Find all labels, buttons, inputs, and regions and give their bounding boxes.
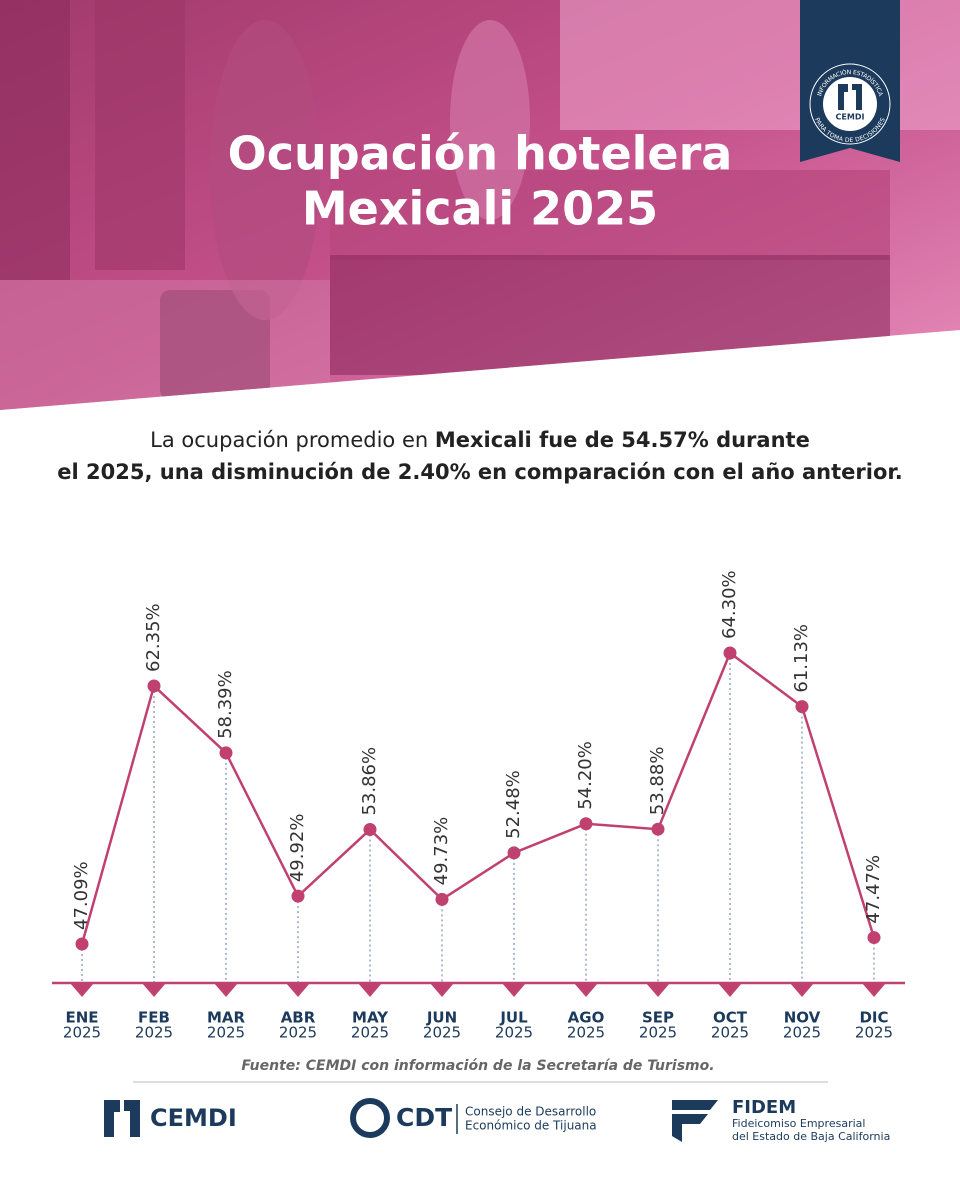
source: Fuente: CEMDI con información de la Secr…: [241, 1058, 714, 1074]
x-marker: [790, 983, 814, 997]
summary-regular: La ocupación promedio en: [150, 428, 435, 452]
x-tick-label: AGO: [568, 1009, 605, 1027]
data-point: [363, 823, 377, 837]
x-tick-sublabel: 2025: [639, 1024, 677, 1042]
title-line: Ocupación hotelera: [228, 127, 733, 181]
x-tick-sublabel: 2025: [783, 1024, 821, 1042]
line-chart: 47.09% 62.35% 58.39% 49.92% 53.86% 49.73% 52.4…: [52, 570, 905, 1042]
data-point: [651, 822, 665, 836]
x-marker: [286, 983, 310, 997]
value-label: 47.47%: [863, 855, 884, 924]
value-label: 62.35%: [143, 603, 164, 672]
fidem-desc: Fideicomiso Empresarial: [732, 1117, 865, 1130]
cdt-logo: CDT Consejo de Desarrollo Económico de T…: [350, 1098, 597, 1138]
x-tick-sublabel: 2025: [351, 1024, 389, 1042]
x-marker: [574, 983, 598, 997]
value-label: 53.86%: [359, 747, 380, 816]
x-marker: [214, 983, 238, 997]
x-tick-sublabel: 2025: [135, 1024, 173, 1042]
data-line: [80, 651, 876, 945]
value-label: 61.13%: [791, 624, 812, 693]
data-point: [867, 931, 881, 945]
summary-line: el 2025, una disminución de 2.40% en com…: [57, 460, 902, 484]
x-tick-label: JUN: [426, 1009, 457, 1027]
data-point: [75, 937, 89, 951]
data-point: [723, 646, 737, 660]
x-marker: [430, 983, 454, 997]
x-tick-sublabel: 2025: [711, 1024, 749, 1042]
value-label: 64.30%: [719, 570, 740, 639]
summary-bold: Mexicali fue de 54.57% durante: [435, 428, 810, 452]
x-tick-sublabel: 2025: [63, 1024, 101, 1042]
title-line: Mexicali 2025: [302, 182, 658, 236]
data-point: [507, 846, 521, 860]
cemdi-logo: CEMDI: [104, 1100, 237, 1137]
x-marker: [502, 983, 526, 997]
data-point: [291, 889, 305, 903]
cdt-name: CDT: [396, 1103, 452, 1132]
x-marker: [862, 983, 886, 997]
fidem-logo: FIDEM Fideicomiso Empresarial del Estado…: [672, 1097, 890, 1143]
x-tick-label: SEP: [642, 1009, 674, 1027]
summary-line: La ocupación promedio en Mexicali fue de…: [150, 428, 810, 452]
value-label: 58.39%: [215, 670, 236, 739]
data-point: [435, 892, 449, 906]
cemdi-badge: INFORMACIÓN ESTADÍSTICA PARA TOMA DE DEC…: [800, 0, 900, 162]
x-tick-label: MAR: [207, 1009, 246, 1027]
cdt-desc: Económico de Tijuana: [465, 1119, 597, 1133]
x-tick-label: DIC: [859, 1009, 888, 1027]
x-marker: [718, 983, 742, 997]
data-point: [795, 700, 809, 714]
badge-name: CEMDI: [836, 113, 865, 122]
x-tick-label: JUL: [499, 1009, 528, 1027]
x-marker: [358, 983, 382, 997]
x-tick-label: OCT: [713, 1009, 748, 1027]
x-marker: [142, 983, 166, 997]
cdt-desc: Consejo de Desarrollo: [465, 1105, 596, 1119]
fidem-name: FIDEM: [732, 1097, 796, 1118]
x-tick-sublabel: 2025: [495, 1024, 533, 1042]
value-label: 52.48%: [503, 770, 524, 839]
cemdi-logo-text: CEMDI: [150, 1104, 237, 1132]
x-tick-label: NOV: [784, 1009, 821, 1027]
data-point: [579, 817, 593, 831]
x-tick-sublabel: 2025: [279, 1024, 317, 1042]
value-label: 49.73%: [431, 817, 452, 886]
fidem-desc: del Estado de Baja California: [732, 1130, 890, 1143]
data-point: [219, 746, 233, 760]
value-label: 49.92%: [287, 814, 308, 883]
value-label: 53.88%: [647, 747, 668, 816]
x-marker: [70, 983, 94, 997]
x-tick-sublabel: 2025: [207, 1024, 245, 1042]
x-tick-label: MAY: [352, 1009, 389, 1027]
x-tick-sublabel: 2025: [855, 1024, 893, 1042]
x-tick-label: FEB: [138, 1009, 170, 1027]
x-tick-sublabel: 2025: [567, 1024, 605, 1042]
x-marker: [646, 983, 670, 997]
value-label: 54.20%: [575, 741, 596, 810]
data-point: [147, 679, 161, 693]
x-tick-sublabel: 2025: [423, 1024, 461, 1042]
x-tick-label: ABR: [281, 1009, 316, 1027]
x-tick-label: ENE: [65, 1009, 98, 1027]
value-label: 47.09%: [71, 861, 92, 930]
